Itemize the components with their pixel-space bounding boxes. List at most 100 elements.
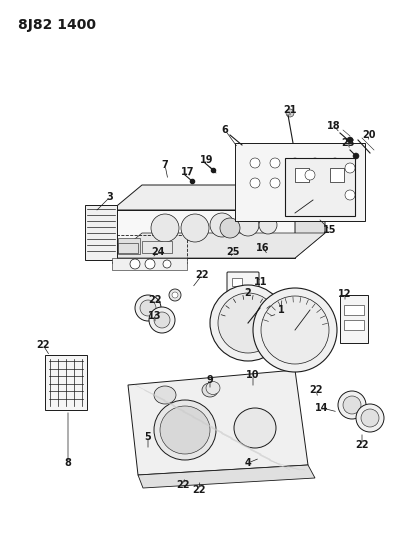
Text: 8: 8 [64,458,71,468]
Circle shape [151,214,179,242]
Text: 20: 20 [362,130,376,140]
Bar [232,278,242,286]
Text: 12: 12 [338,289,352,299]
Text: 15: 15 [323,225,337,235]
Polygon shape [138,465,315,488]
Circle shape [250,178,260,188]
Circle shape [218,293,278,353]
Text: 10: 10 [246,370,260,380]
Circle shape [181,214,209,242]
Circle shape [250,158,260,168]
Polygon shape [128,370,308,475]
Text: 7: 7 [162,160,168,170]
Circle shape [330,178,340,188]
Circle shape [310,158,320,168]
Ellipse shape [160,406,210,454]
Text: 1: 1 [278,305,285,315]
Text: 9: 9 [207,375,213,385]
Circle shape [130,259,140,269]
Text: 2: 2 [245,288,252,298]
Text: 22: 22 [309,385,323,395]
Text: 22: 22 [176,480,190,490]
Polygon shape [112,233,325,258]
Circle shape [259,216,277,234]
Text: 17: 17 [181,167,195,177]
Circle shape [330,158,340,168]
Circle shape [347,137,353,143]
Circle shape [210,213,234,237]
Circle shape [290,158,300,168]
Polygon shape [112,210,295,258]
Circle shape [345,190,355,200]
Bar [344,320,364,330]
Circle shape [356,404,384,432]
Circle shape [237,214,259,236]
Bar [232,292,242,300]
Bar [340,295,368,343]
Text: 22: 22 [36,340,50,350]
Text: 22: 22 [148,295,162,305]
Ellipse shape [202,383,218,397]
Circle shape [163,260,171,268]
Circle shape [145,259,155,269]
Bar [118,238,140,254]
Bar [112,235,187,263]
Text: 22: 22 [355,440,369,450]
FancyBboxPatch shape [227,272,259,312]
Text: 6: 6 [222,125,228,135]
Circle shape [210,285,286,361]
Circle shape [338,391,366,419]
Text: 11: 11 [254,277,268,287]
Circle shape [149,307,175,333]
Circle shape [310,178,320,188]
Text: 4: 4 [245,458,252,468]
Circle shape [253,288,337,372]
Circle shape [361,409,379,427]
Circle shape [261,296,329,364]
Circle shape [270,178,280,188]
Bar [112,258,187,270]
Text: 22: 22 [195,270,209,280]
Circle shape [343,396,361,414]
Circle shape [290,178,300,188]
Bar [330,168,344,182]
Ellipse shape [154,400,216,460]
Bar [235,143,365,221]
Text: 5: 5 [144,432,151,442]
Text: 13: 13 [148,311,162,321]
Text: 14: 14 [315,403,329,413]
Circle shape [305,170,315,180]
Circle shape [135,295,161,321]
Polygon shape [112,185,325,210]
Text: 23: 23 [341,138,355,148]
Text: 18: 18 [327,121,341,131]
Bar [118,243,138,253]
Ellipse shape [234,408,276,448]
Circle shape [220,218,240,238]
Circle shape [353,153,359,159]
Bar [285,158,355,216]
Circle shape [286,109,294,117]
Bar [344,305,364,315]
Text: 22: 22 [192,485,206,495]
Bar [295,168,309,182]
Text: 21: 21 [283,105,297,115]
Text: 24: 24 [151,247,165,257]
Circle shape [172,292,178,298]
Bar [85,205,117,260]
Circle shape [140,300,156,316]
Text: 25: 25 [226,247,240,257]
Text: 8J82 1400: 8J82 1400 [18,18,96,32]
Circle shape [345,163,355,173]
Polygon shape [295,185,325,258]
Ellipse shape [206,382,220,394]
Circle shape [270,158,280,168]
Text: 16: 16 [256,243,270,253]
Text: 19: 19 [200,155,214,165]
Ellipse shape [154,386,176,404]
Text: 3: 3 [107,192,113,202]
Bar [45,355,87,410]
Circle shape [154,312,170,328]
Bar [142,241,172,253]
Circle shape [169,289,181,301]
